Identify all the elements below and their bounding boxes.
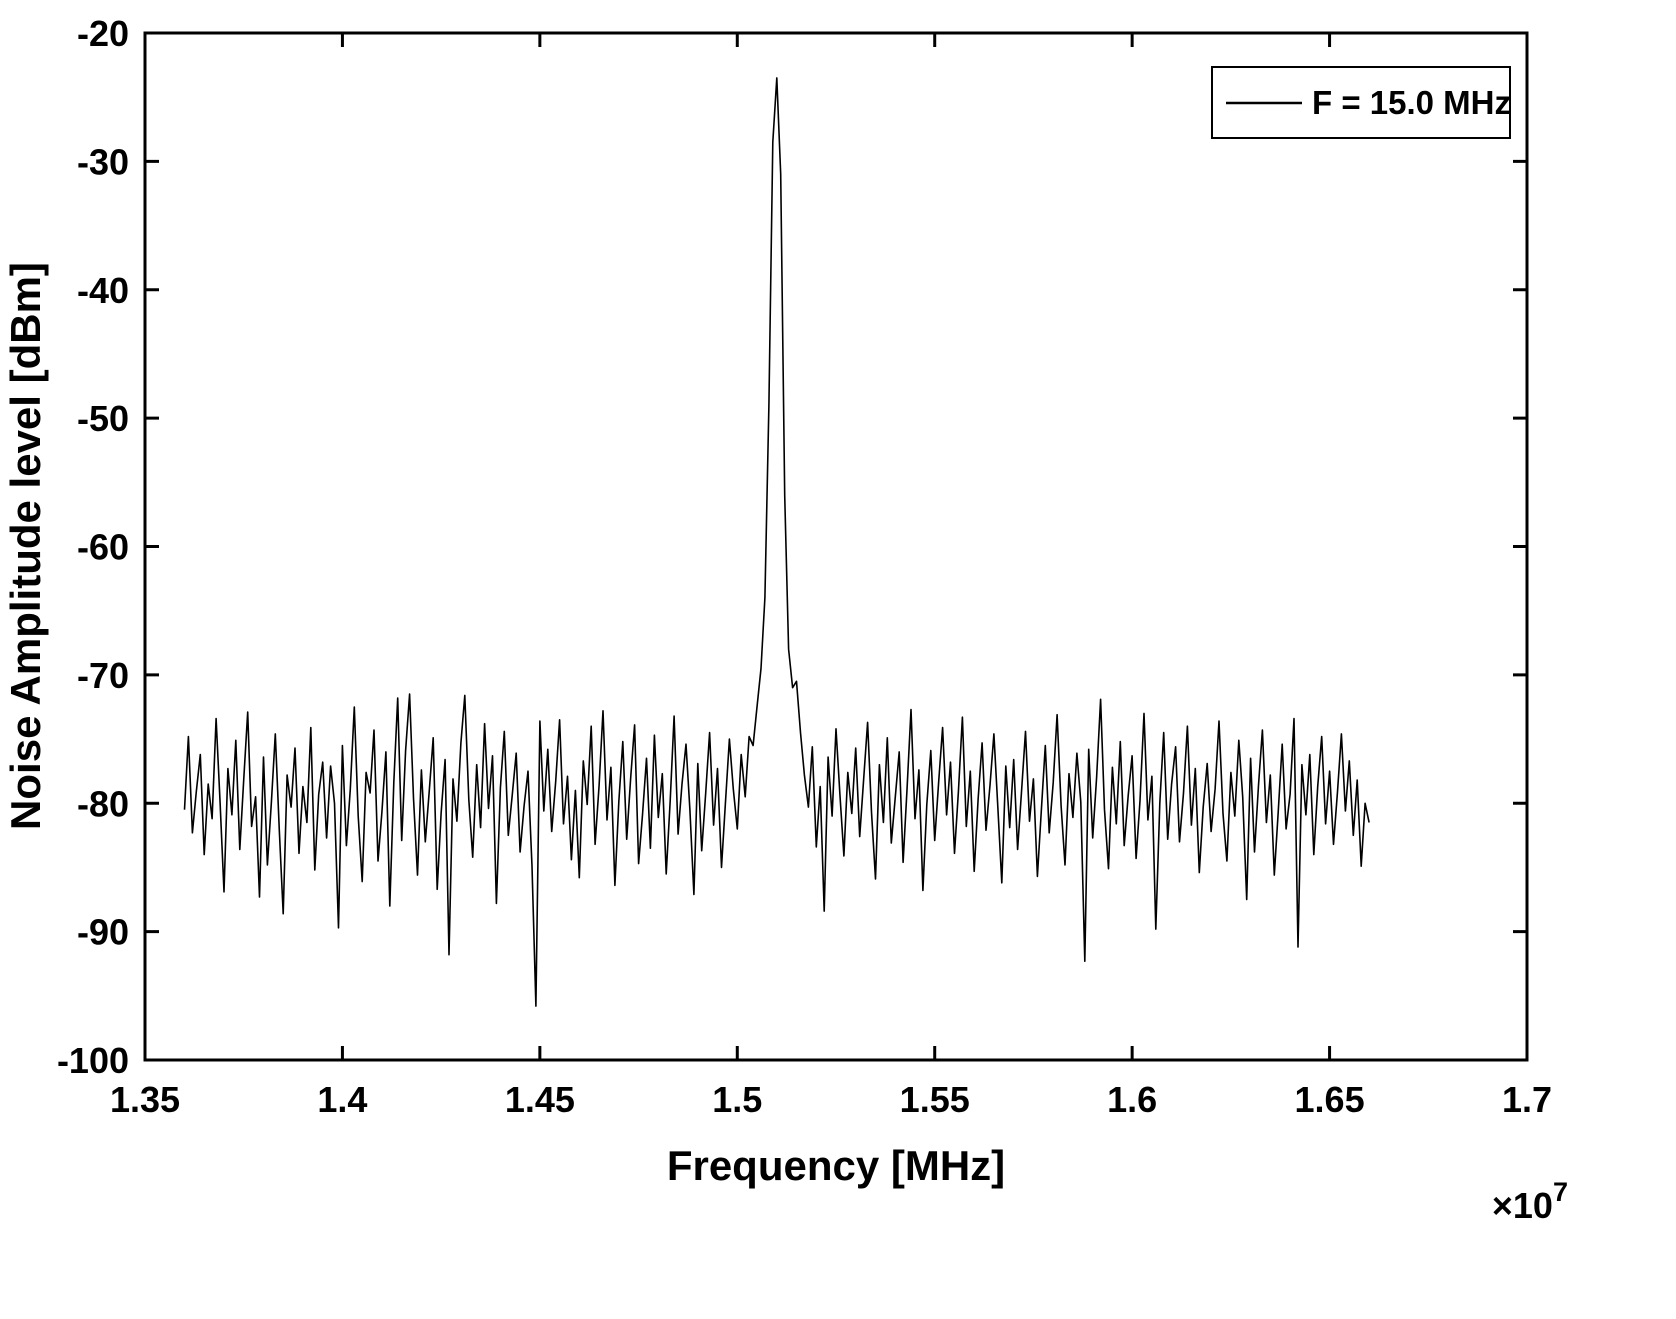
plot-border <box>143 31 1529 1062</box>
x-tick-label: 1.6 <box>1107 1079 1157 1120</box>
x-tick-label: 1.35 <box>110 1079 180 1120</box>
offset-base: ×10 <box>1492 1185 1553 1226</box>
x-tick-label: 1.7 <box>1502 1079 1552 1120</box>
legend: F = 15.0 MHz <box>1211 66 1511 139</box>
y-tick-label: -20 <box>77 13 129 54</box>
tick-label-layer: 1.35 1.4 1.45 1.5 1.55 1.6 1.65 1.7 -100 -90 -80 -7… <box>57 13 1552 1120</box>
offset-exponent: 7 <box>1553 1177 1568 1207</box>
y-tick-label: -80 <box>77 783 129 824</box>
x-axis-label: Frequency [MHz] <box>667 1142 1005 1189</box>
y-tick-label: -40 <box>77 270 129 311</box>
axes-layer <box>143 31 1529 1062</box>
y-tick-label: -30 <box>77 141 129 182</box>
x-tick-label: 1.4 <box>317 1079 367 1120</box>
x-tick-label: 1.5 <box>712 1079 762 1120</box>
data-trace-layer <box>183 77 1370 1007</box>
x-axis-offset-label: ×107 <box>1492 1177 1568 1226</box>
x-tick-label: 1.45 <box>505 1079 575 1120</box>
spectrum-trace <box>183 77 1370 1007</box>
y-tick-label: -90 <box>77 912 129 953</box>
legend-label: F = 15.0 MHz <box>1312 84 1511 121</box>
y-axis-label: Noise Amplitude level [dBm] <box>2 262 49 830</box>
x-tick-label: 1.65 <box>1295 1079 1365 1120</box>
y-tick-label: -50 <box>77 398 129 439</box>
y-tick-label: -70 <box>77 655 129 696</box>
y-tick-label: -60 <box>77 527 129 568</box>
y-tick-label: -100 <box>57 1040 129 1081</box>
x-tick-label: 1.55 <box>900 1079 970 1120</box>
